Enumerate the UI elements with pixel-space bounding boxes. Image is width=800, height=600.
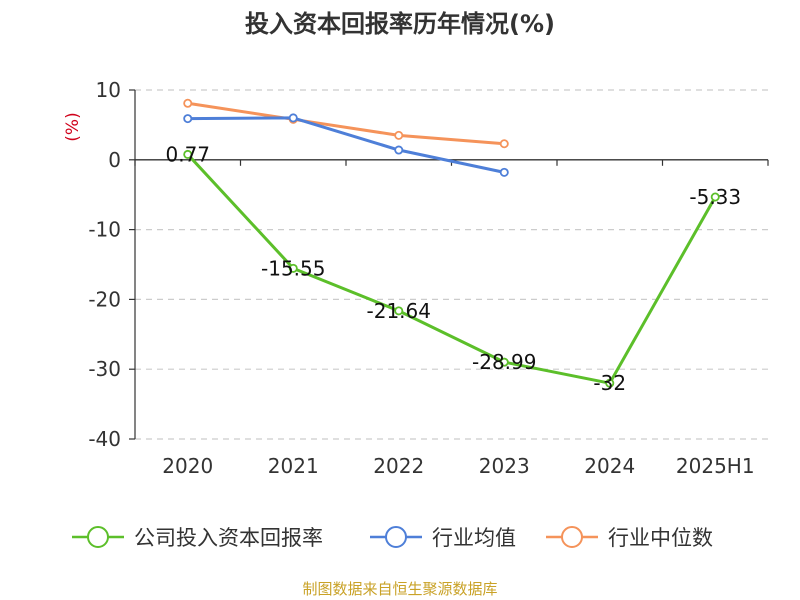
series-line	[187, 116, 505, 174]
data-point	[183, 114, 193, 124]
x-tick-label: 2024	[584, 454, 635, 478]
data-point	[394, 306, 404, 316]
series-line	[186, 153, 717, 385]
chart-title: 投入资本回报率历年情况(%)	[245, 10, 555, 38]
series-line	[187, 101, 505, 146]
y-tick-label: -10	[88, 218, 121, 242]
data-point	[394, 145, 404, 155]
legend: 公司投入资本回报率 行业均值 行业中位数	[72, 526, 713, 550]
y-tick-label: -40	[88, 427, 121, 451]
legend-swatch-marker	[87, 526, 109, 548]
y-tick-labels: 10 0 -10 -20 -30 -40	[88, 78, 121, 451]
x-tick-label: 2022	[373, 454, 424, 478]
data-label: -21.64	[367, 299, 431, 323]
data-label: -5.33	[689, 185, 741, 209]
data-label: -15.55	[261, 256, 325, 280]
data-point	[394, 130, 404, 140]
data-labels: 0.77 -15.55 -21.64 -28.99 -32 -5.33	[165, 142, 741, 395]
data-label: -32	[593, 371, 626, 395]
y-tick-label: -30	[88, 357, 121, 381]
x-tick-label: 2023	[479, 454, 530, 478]
legend-label: 行业均值	[432, 526, 516, 550]
legend-label: 公司投入资本回报率	[134, 526, 323, 550]
data-point	[499, 167, 509, 177]
data-label: 0.77	[165, 142, 210, 166]
series-industry-median	[183, 98, 509, 149]
series-company	[183, 149, 720, 388]
legend-swatch-marker	[385, 526, 407, 548]
x-tick-label: 2021	[268, 454, 319, 478]
x-tick-label: 2020	[162, 454, 213, 478]
data-label: -28.99	[472, 350, 536, 374]
data-point	[499, 357, 509, 367]
legend-item: 行业中位数	[546, 526, 713, 550]
legend-label: 行业中位数	[608, 526, 713, 550]
data-point	[288, 113, 298, 123]
data-point	[605, 378, 615, 388]
data-point	[288, 263, 298, 273]
axes	[129, 89, 769, 440]
series-industry-mean	[183, 113, 509, 177]
data-point	[710, 192, 720, 202]
source-note: 制图数据来自恒生聚源数据库	[302, 580, 498, 598]
data-point	[499, 139, 509, 149]
series-lines	[183, 98, 720, 388]
legend-swatch-marker	[561, 526, 583, 548]
x-tick-labels: 2020 2021 2022 2023 2024 2025H1	[162, 454, 754, 478]
data-point	[183, 149, 193, 159]
grid-lines	[135, 89, 768, 440]
legend-item: 公司投入资本回报率	[72, 526, 323, 550]
data-point	[183, 98, 193, 108]
legend-item: 行业均值	[370, 526, 516, 550]
y-tick-label: 10	[96, 78, 121, 102]
y-axis-label: (%)	[63, 112, 83, 141]
y-tick-label: -20	[88, 287, 121, 311]
x-tick-label: 2025H1	[676, 454, 755, 478]
y-tick-label: 0	[108, 148, 121, 172]
